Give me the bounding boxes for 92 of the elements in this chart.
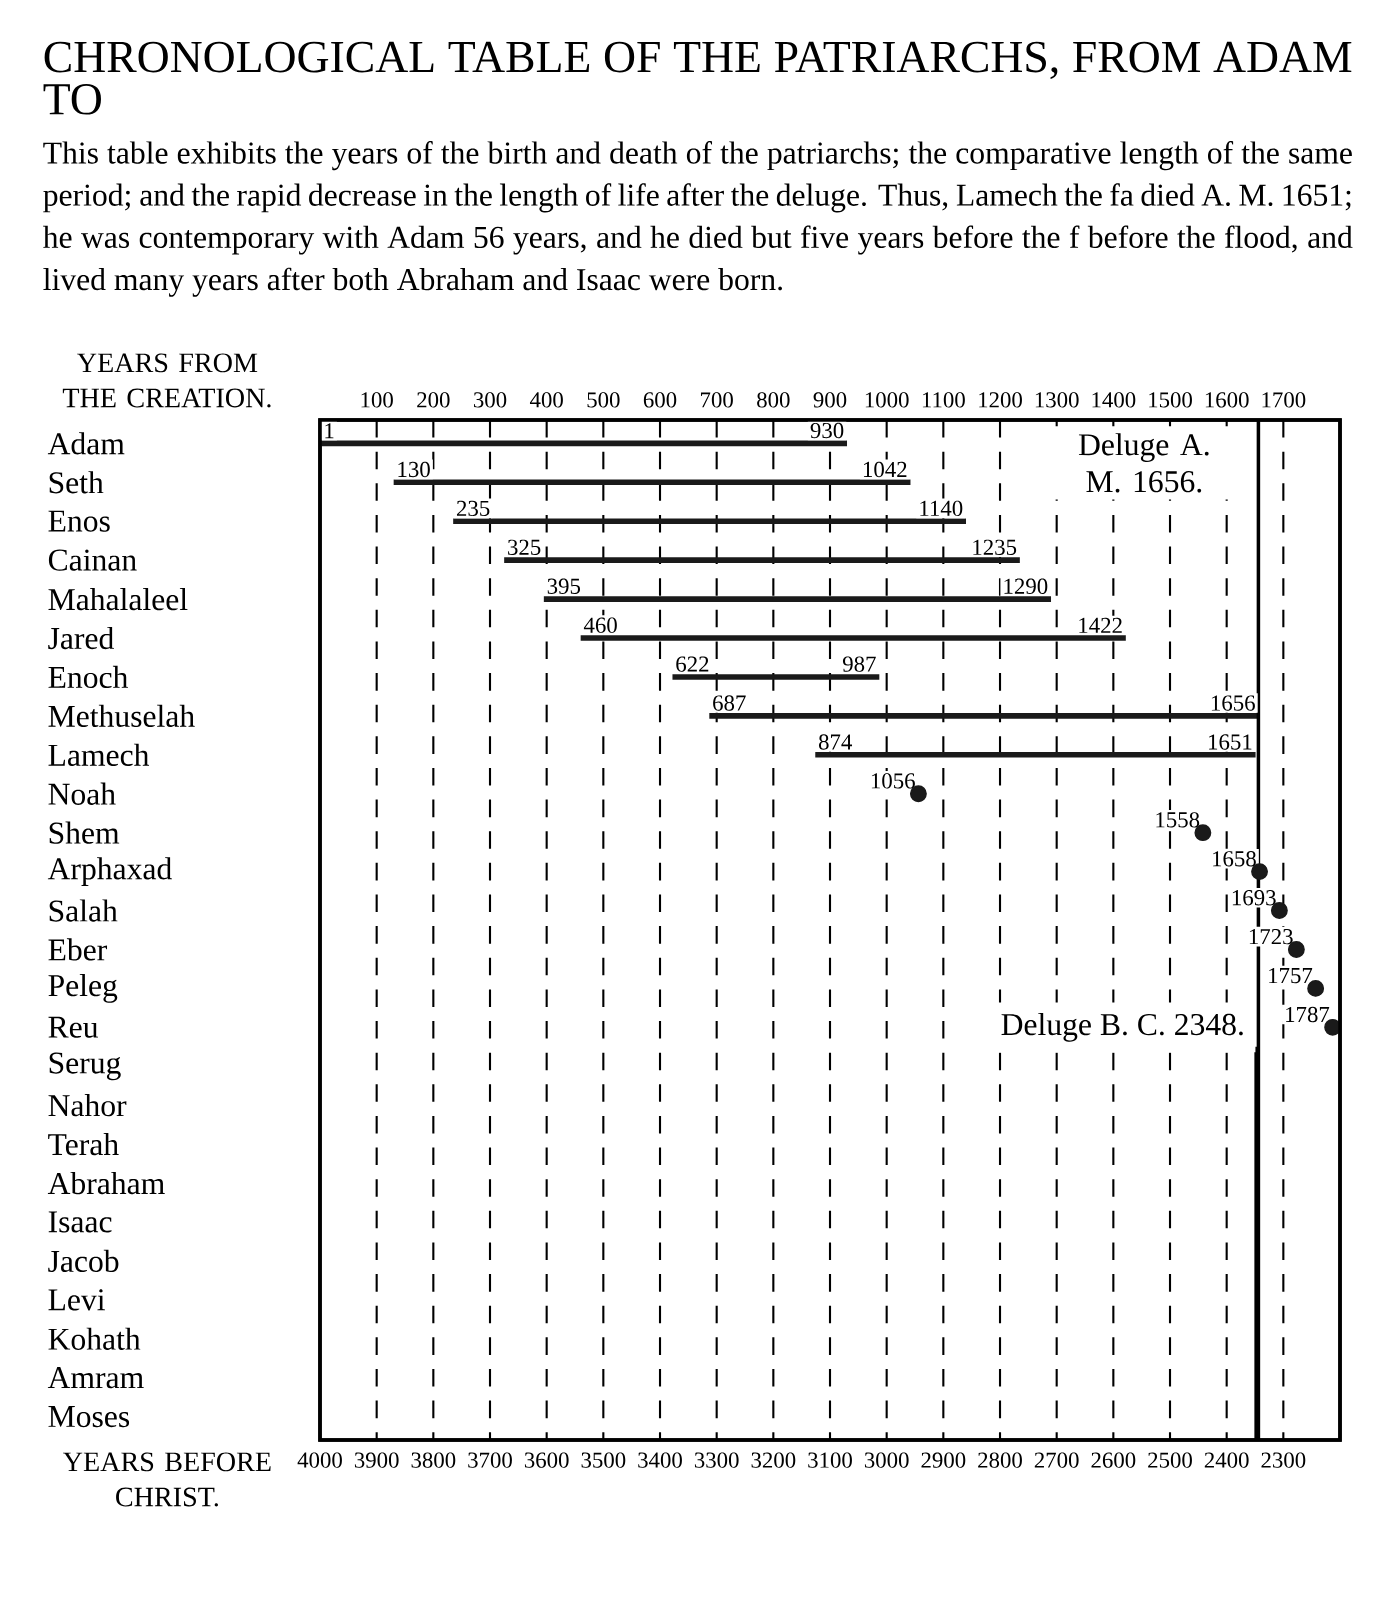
annotation: 460 — [583, 617, 617, 633]
x-tick-label: 400 — [529, 392, 563, 408]
annotation: 1235 — [973, 539, 1017, 555]
x2-tick-label: 2300 — [1261, 1452, 1306, 1468]
x2-tick-label: 3200 — [751, 1452, 796, 1468]
x2-tick-label: 3700 — [468, 1452, 512, 1468]
annotation: 1787 — [1286, 1006, 1330, 1023]
annotation: 1422 — [1079, 617, 1122, 633]
x2-tick-label: 2700 — [1034, 1452, 1079, 1468]
y-tick-label: Kohath — [48, 1327, 141, 1350]
y-tick-label: Shem — [49, 821, 120, 844]
y-tick-label: Peleg — [48, 974, 118, 1003]
chart-title: CHRONOLOGICAL TABLE OF THE PATRIARCHS, FROM ADAM TO — [43, 41, 1352, 115]
y-tick-label: Nahor — [48, 1094, 127, 1117]
x-tick-label: 900 — [813, 392, 847, 408]
y-tick-label: Enoch — [48, 665, 128, 689]
x2-tick-label: 2800 — [978, 1452, 1022, 1468]
x-tick-label: 1700 — [1262, 392, 1306, 408]
y-tick-label: Isaac — [48, 1211, 112, 1233]
annotation: 1651 — [1209, 734, 1252, 750]
ref-line-label: Deluge A. M. 1656. — [1078, 433, 1209, 493]
y-tick-label: Reu — [48, 1016, 98, 1038]
y-tick-label: Levi — [48, 1289, 105, 1311]
annotation: 1558 — [1156, 812, 1200, 828]
x-tick-label: 1600 — [1205, 392, 1249, 408]
x-tick-label: 200 — [417, 392, 450, 408]
x2-tick-label: 3000 — [864, 1452, 909, 1468]
y-tick-label: Methuselah — [48, 704, 195, 728]
x2-tick-label: 3100 — [808, 1452, 852, 1468]
annotation: 1757 — [1269, 967, 1313, 984]
ref-line-label: Deluge B. C. 2348. — [1001, 1012, 1243, 1042]
y-tick-label: Lamech — [48, 743, 150, 766]
y-tick-label: Eber — [48, 938, 108, 961]
annotation: 874 — [818, 734, 853, 750]
x-tick-label: 1300 — [1035, 392, 1079, 408]
x-tick-label: 300 — [473, 392, 507, 408]
annotation: 687 — [713, 695, 746, 711]
x2-tick-label: 2600 — [1091, 1452, 1136, 1468]
y-tick-label: Noah — [48, 782, 116, 805]
y-tick-label: Adam — [47, 432, 125, 455]
annotation: 1656 — [1211, 695, 1255, 711]
annotation: 130 — [398, 461, 430, 478]
x-axis-title: YEARS FROM THE CREATION. — [62, 353, 271, 408]
annotation: 1042 — [863, 461, 907, 478]
x2-axis-title: YEARS BEFORE CHRIST. — [63, 1452, 271, 1507]
annotation: 235 — [456, 500, 490, 517]
x-tick-label: 700 — [701, 392, 733, 408]
annotation: 1693 — [1232, 890, 1276, 906]
y-tick-label: Moses — [48, 1406, 130, 1428]
y-tick-label: Jacob — [48, 1249, 119, 1273]
x2-tick-label: 3500 — [581, 1452, 626, 1468]
x2-tick-label: 2500 — [1148, 1452, 1192, 1468]
y-tick-label: Salah — [49, 899, 118, 922]
x2-tick-label: 3900 — [354, 1452, 399, 1468]
x2-tick-label: 3800 — [411, 1452, 456, 1468]
annotation: 1 — [325, 423, 334, 439]
y-tick-label: Arphaxad — [47, 857, 172, 886]
annotation: 1658 — [1213, 851, 1256, 867]
x2-tick-label: 3400 — [638, 1452, 682, 1468]
x-tick-label: 1500 — [1149, 392, 1192, 408]
y-tick-label: Mahalaleel — [48, 587, 188, 611]
y-tick-label: Abraham — [47, 1171, 165, 1195]
x2-tick-label: 2400 — [1204, 1452, 1249, 1468]
y-tick-label: Seth — [49, 471, 104, 494]
x-tick-label: 600 — [643, 392, 677, 408]
x2-tick-label: 3300 — [694, 1452, 739, 1468]
x-tick-label: 1200 — [979, 392, 1022, 408]
y-tick-label: Serug — [49, 1052, 121, 1081]
annotation: 987 — [842, 656, 876, 672]
x2-tick-label: 4000 — [297, 1452, 342, 1468]
x2-tick-label: 3600 — [524, 1452, 569, 1468]
annotation: 1290 — [1004, 578, 1048, 594]
y-tick-label: Terah — [48, 1133, 119, 1156]
x-tick-label: 800 — [757, 392, 790, 408]
x-tick-label: 1100 — [922, 392, 965, 408]
annotation: 1056 — [871, 773, 915, 789]
x-tick-label: 1000 — [865, 392, 909, 408]
annotation: 395 — [547, 578, 581, 594]
x2-tick-label: 2900 — [921, 1452, 966, 1468]
y-tick-label: Jared — [48, 626, 114, 650]
x-tick-label: 1400 — [1092, 392, 1136, 408]
chart-subtitle: This table exhibits the years of the birth and death of the patriarchs; the comparative length of the same period; and the rapid decrease in the length of life after the deluge. Thus, Lamech the fa died A. M. 1651; he was contemporary with Adam 56 years, and he died but five years before the f before the flood, and lived many years after both Abraham and Isaac were born. — [43, 141, 1353, 297]
annotation: 930 — [810, 422, 844, 439]
y-tick-label: Amram — [47, 1367, 144, 1389]
y-tick-label: Cainan — [48, 549, 137, 571]
annotation: 1140 — [920, 500, 963, 517]
annotation: 622 — [676, 656, 709, 672]
y-tick-label: Enos — [48, 510, 110, 532]
annotation: 325 — [508, 539, 541, 555]
annotation: 1723 — [1249, 928, 1293, 945]
x-tick-label: 500 — [587, 392, 620, 408]
x-tick-label: 100 — [361, 392, 393, 408]
